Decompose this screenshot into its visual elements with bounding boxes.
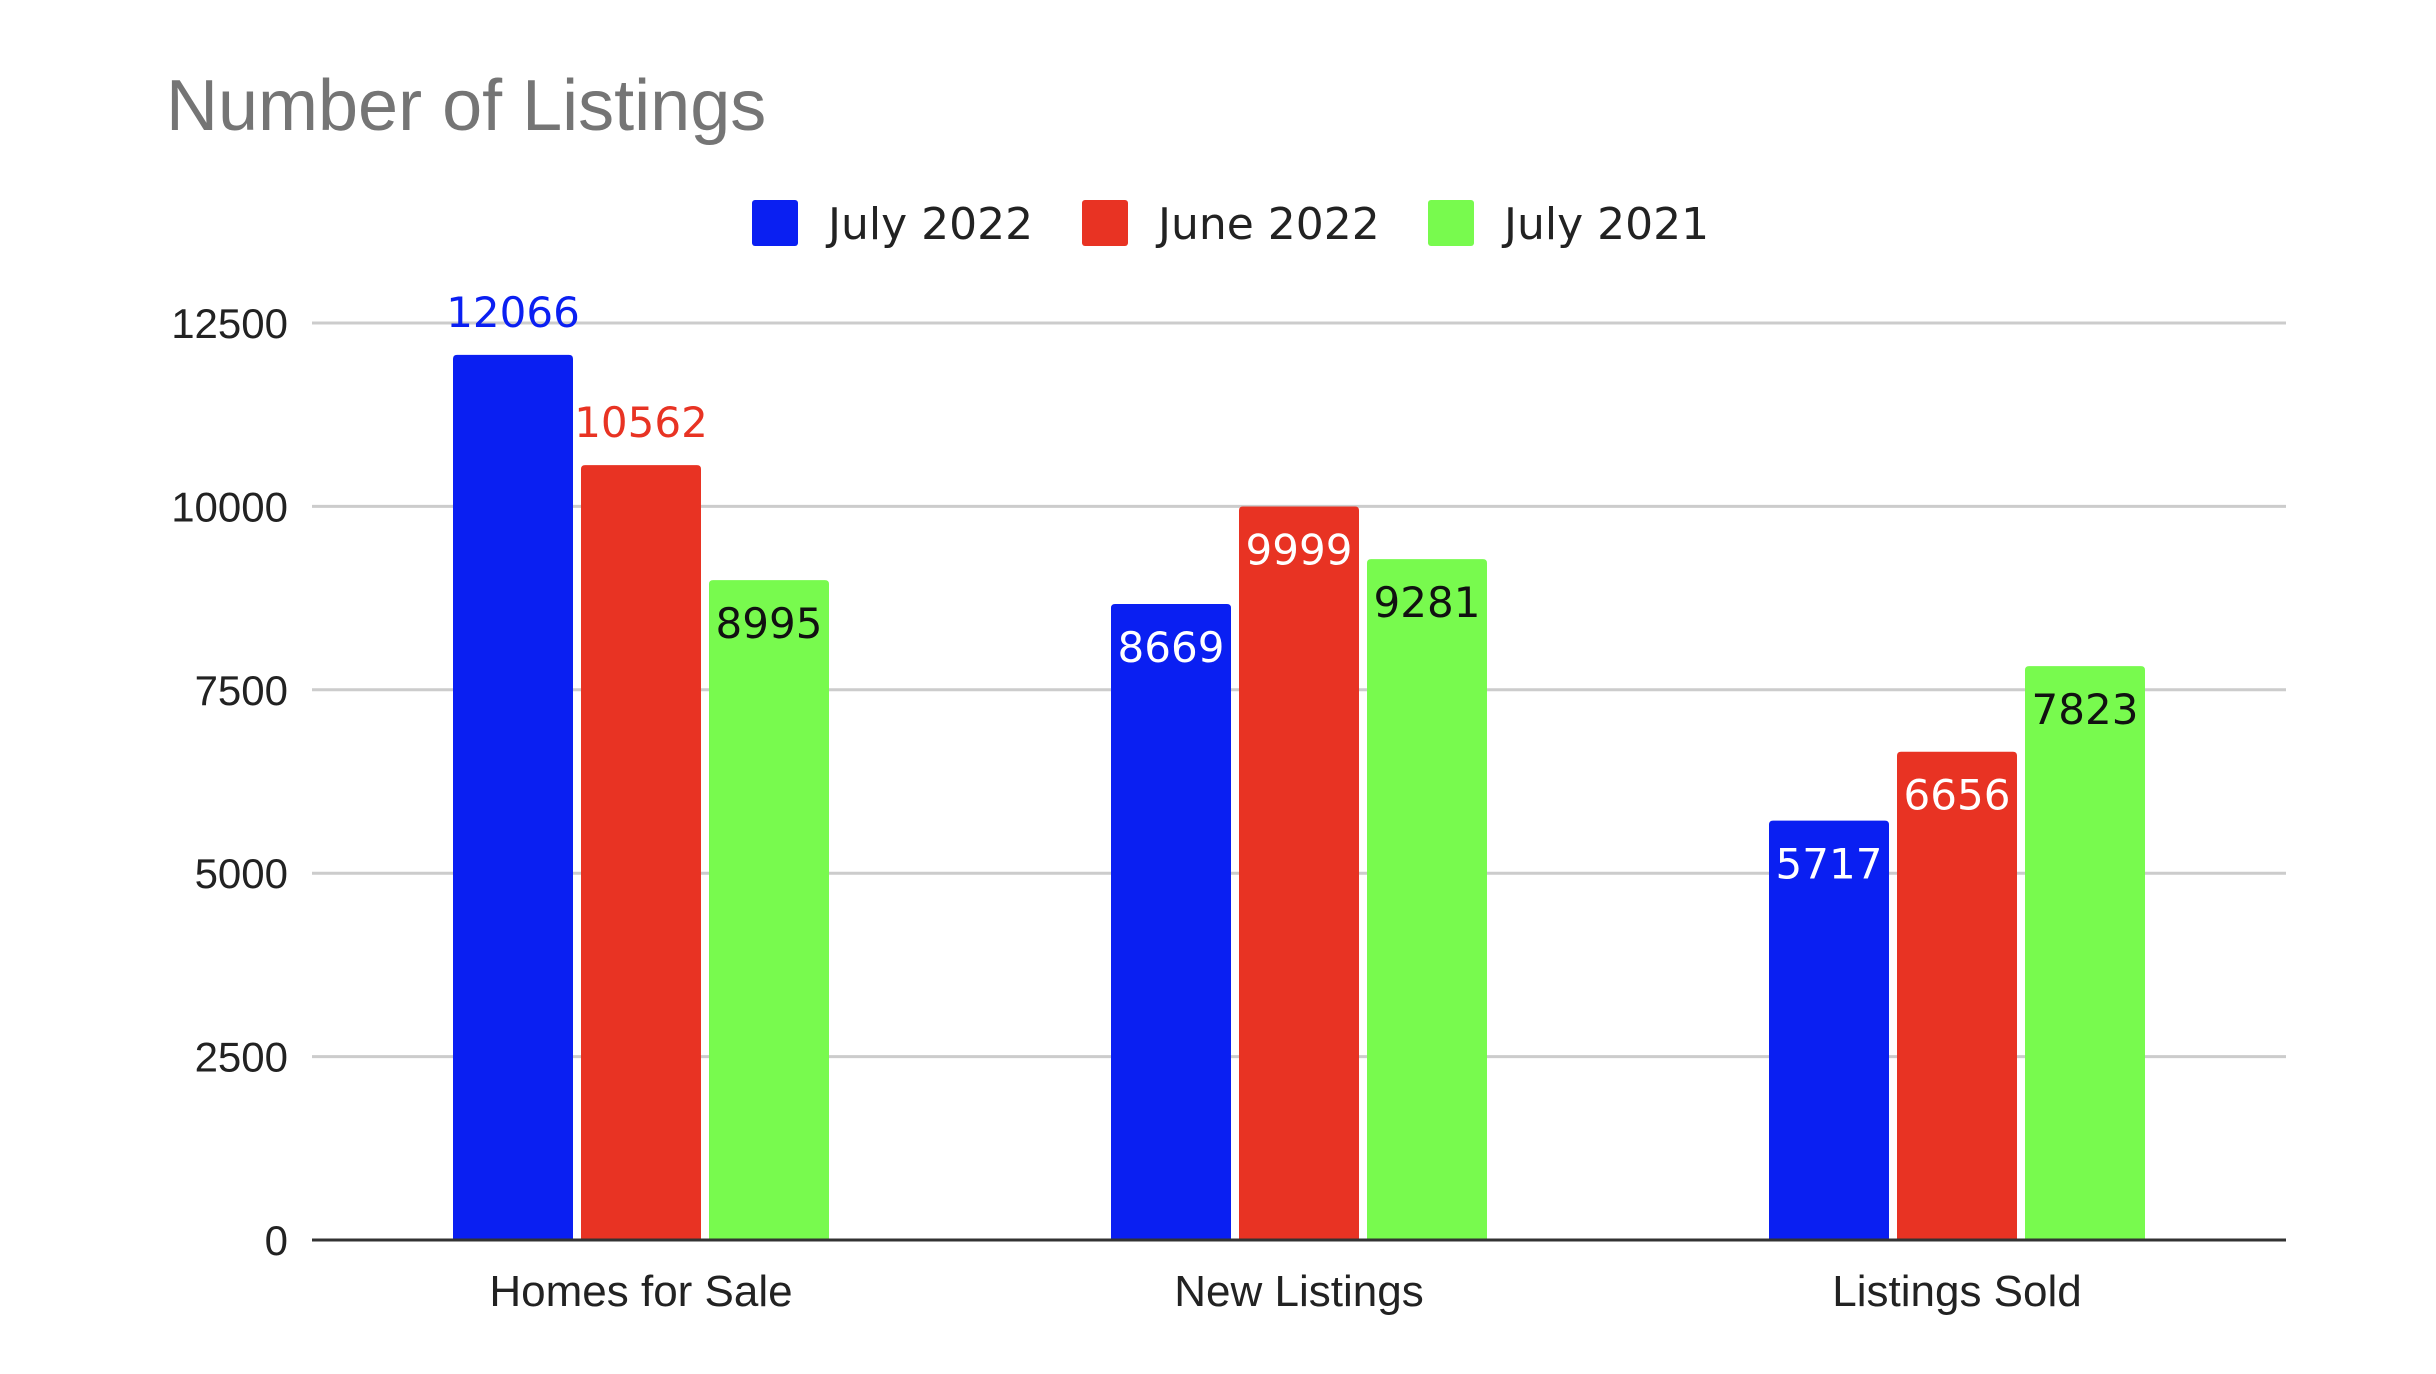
legend-label-july-2021: July 2021 [1501, 199, 1709, 250]
bar-homes-for-sale-july-2021 [709, 580, 829, 1240]
bar-listings-sold-july-2021 [2025, 666, 2145, 1240]
data-label-new-listings-july-2022: 8669 [1118, 623, 1225, 672]
legend-item-june-2022: June 2022 [1082, 199, 1380, 250]
data-labels: 12066 10562 8995 8669 9999 9281 5717 6656 7823 [446, 288, 2138, 889]
y-tick-label-10000: 10000 [171, 483, 288, 530]
legend-item-july-2022: July 2022 [752, 199, 1033, 250]
data-label-new-listings-june-2022: 9999 [1246, 525, 1353, 574]
bar-homes-for-sale-june-2022 [581, 465, 701, 1240]
legend-swatch-july-2021 [1428, 200, 1474, 246]
x-axis-category-labels: Homes for Sale New Listings Listings Sold [489, 1267, 2081, 1316]
legend-swatch-june-2022 [1082, 200, 1128, 246]
data-label-listings-sold-june-2022: 6656 [1904, 771, 2011, 820]
category-label-homes-for-sale: Homes for Sale [489, 1267, 792, 1316]
y-tick-label-7500: 7500 [195, 667, 288, 714]
y-tick-label-12500: 12500 [171, 300, 288, 347]
bar-new-listings-july-2022 [1111, 604, 1231, 1240]
bar-listings-sold-july-2022 [1769, 820, 1889, 1240]
data-label-homes-for-sale-july-2021: 8995 [716, 599, 823, 648]
bar-listings-sold-june-2022 [1897, 751, 2017, 1240]
data-label-homes-for-sale-june-2022: 10562 [574, 398, 708, 447]
y-tick-label-2500: 2500 [195, 1034, 288, 1081]
chart-title: Number of Listings [166, 66, 766, 146]
y-tick-label-0: 0 [265, 1217, 288, 1264]
data-label-listings-sold-july-2021: 7823 [2032, 685, 2139, 734]
y-tick-label-5000: 5000 [195, 850, 288, 897]
bar-new-listings-july-2021 [1367, 559, 1487, 1240]
bar-new-listings-june-2022 [1239, 506, 1359, 1240]
data-label-listings-sold-july-2022: 5717 [1776, 840, 1883, 889]
legend-label-july-2022: July 2022 [825, 199, 1033, 250]
legend: July 2022 June 2022 July 2021 [752, 199, 1709, 250]
data-label-new-listings-july-2021: 9281 [1374, 578, 1481, 627]
legend-swatch-july-2022 [752, 200, 798, 246]
category-label-listings-sold: Listings Sold [1832, 1267, 2081, 1316]
legend-label-june-2022: June 2022 [1155, 199, 1380, 250]
legend-item-july-2021: July 2021 [1428, 199, 1709, 250]
data-label-homes-for-sale-july-2022: 12066 [446, 288, 580, 337]
bar-homes-for-sale-july-2022 [453, 354, 573, 1240]
category-label-new-listings: New Listings [1174, 1267, 1423, 1316]
bars [453, 354, 2145, 1240]
y-axis-tick-labels: 0 2500 5000 7500 10000 12500 [171, 300, 288, 1264]
